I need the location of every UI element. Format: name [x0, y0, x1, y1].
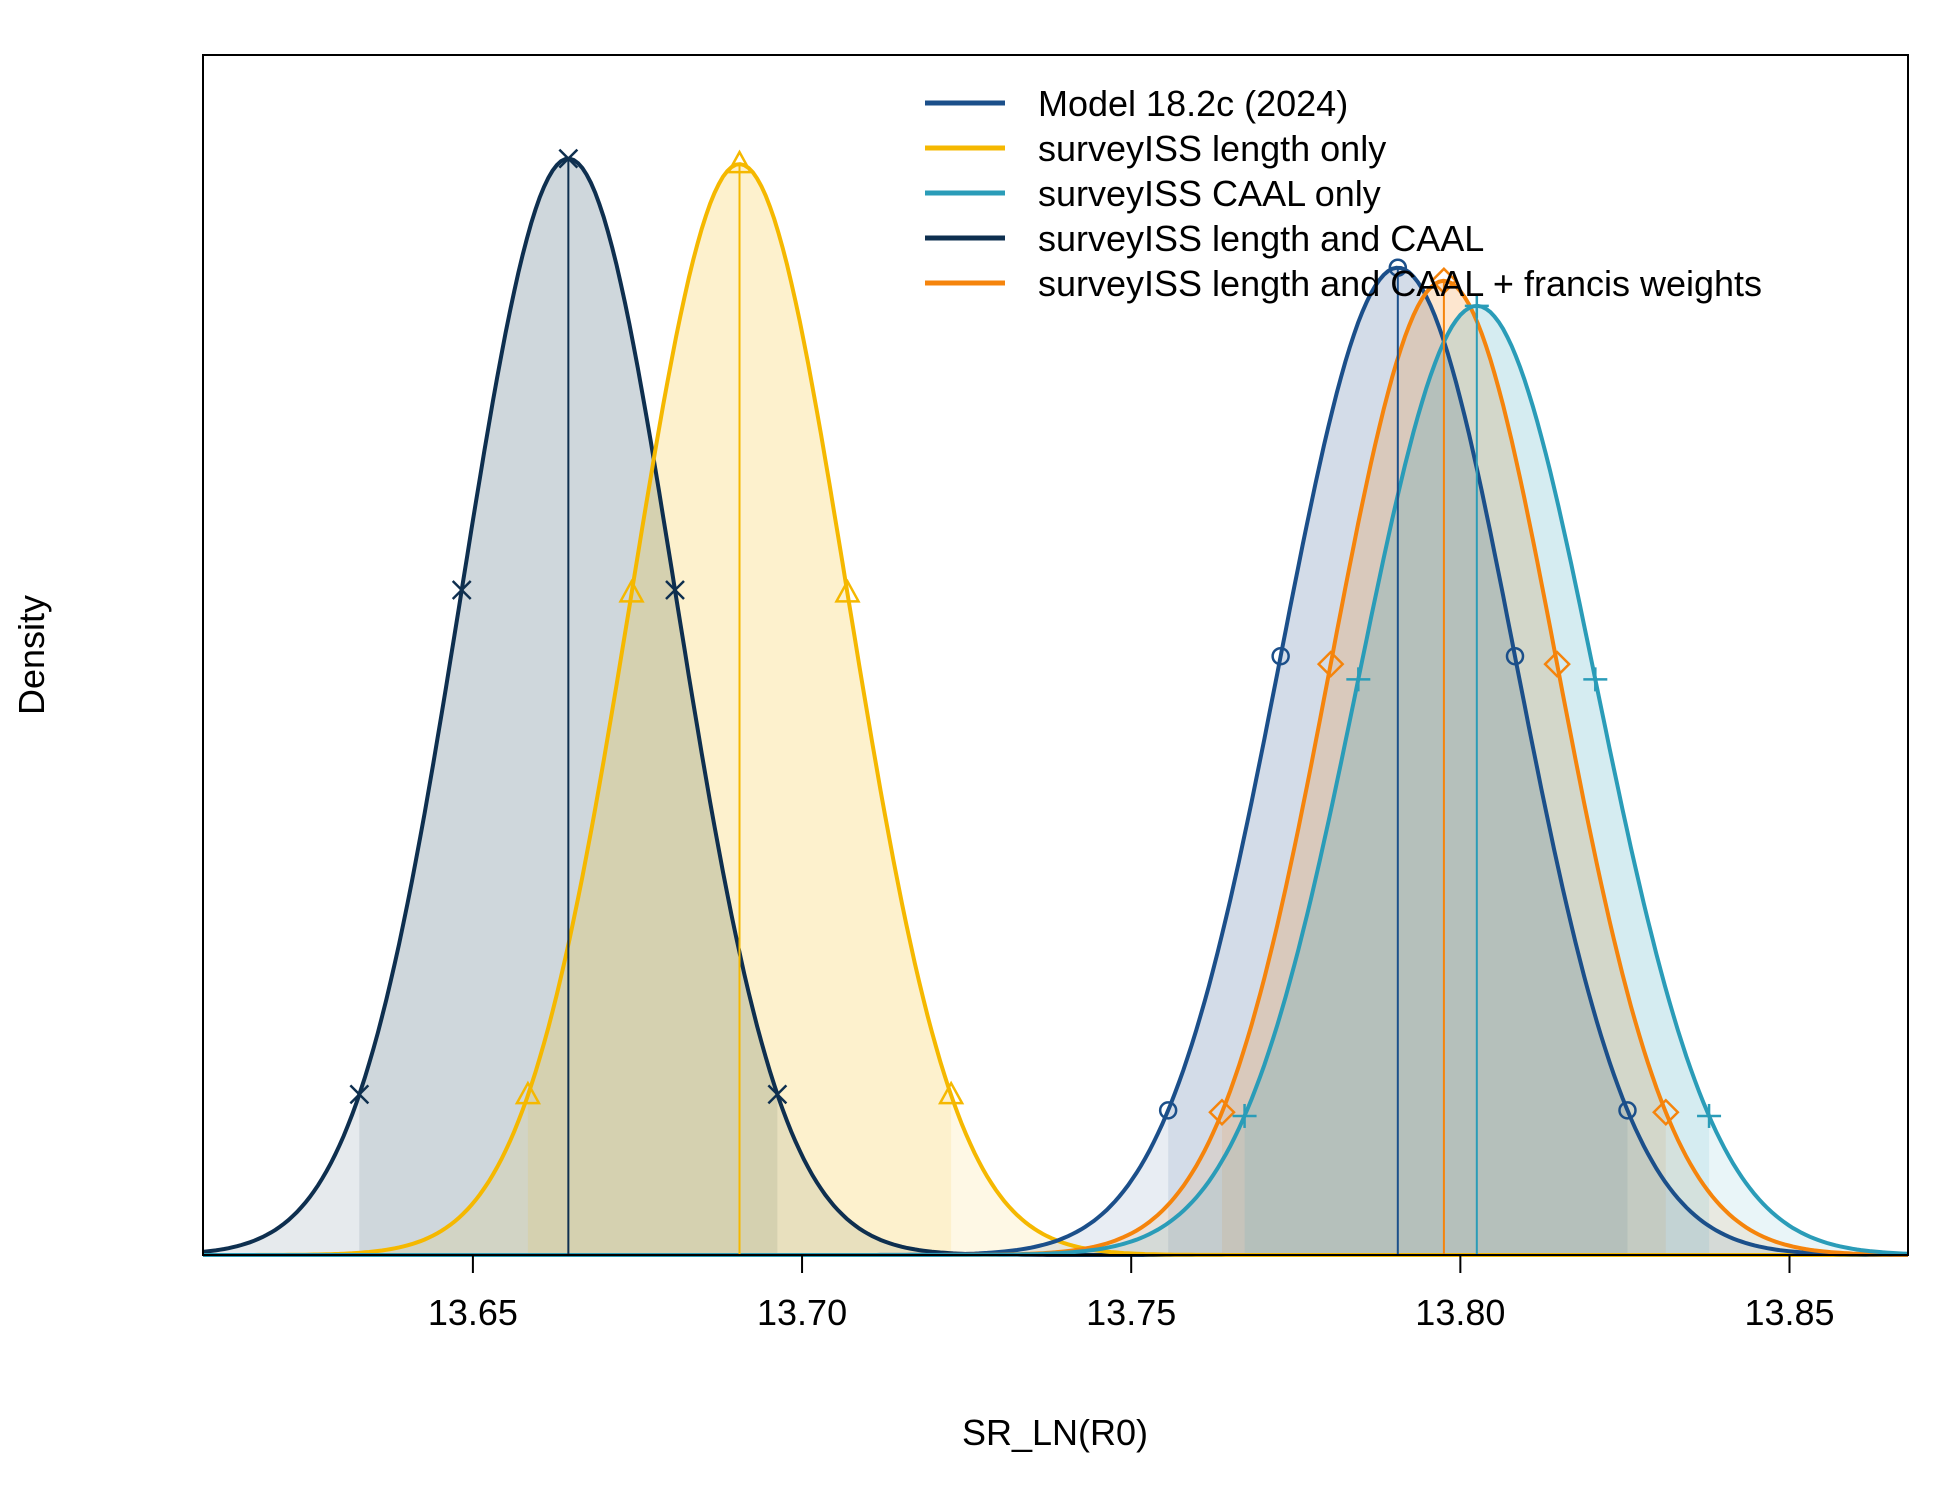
- marker-surveyiss-length-and-caal-francis-weights-4: [1652, 1098, 1680, 1127]
- area-surveyiss-length-only: [203, 164, 1908, 1256]
- marker-surveyiss-length-and-caal-francis-weights-2: [1316, 650, 1345, 678]
- marker-surveyiss-caal-only-0: [1464, 293, 1489, 318]
- marker-surveyiss-length-and-caal-4: [767, 1084, 788, 1105]
- marker-model-18-2c-2024-4: [1618, 1101, 1637, 1120]
- marker-model-18-2c-2024-0: [1388, 258, 1408, 277]
- x-axis-label: SR_LN(R0): [962, 1412, 1148, 1453]
- x-axis: 13.65 13.70 13.75 13.80 13.85: [428, 1255, 1835, 1333]
- legend-label-surveyiss-caal-only: surveyISS CAAL only: [1038, 173, 1381, 214]
- marker-surveyiss-caal-only-2: [1346, 667, 1371, 692]
- marker-model-18-2c-2024-2: [1271, 646, 1290, 666]
- legend-label-surveyiss-length-and-caal-francis-weights: surveyISS length and CAAL + francis weig…: [1038, 263, 1762, 304]
- x-tick-label: 13.75: [1086, 1292, 1176, 1333]
- marker-surveyiss-caal-only-1: [1232, 1103, 1257, 1128]
- marker-surveyiss-length-and-caal-francis-weights-3: [1543, 650, 1571, 678]
- area-surveyiss-length-and-caal-francis-weights: [203, 280, 1908, 1255]
- y-axis-label: Density: [11, 595, 52, 715]
- x-tick-label: 13.85: [1744, 1292, 1834, 1333]
- marker-surveyiss-length-and-caal-francis-weights-0: [1430, 267, 1458, 295]
- marker-surveyiss-caal-only-3: [1583, 667, 1608, 692]
- area-model-18-2c-2024: [203, 267, 1908, 1255]
- plot-frame: [202, 54, 1909, 1256]
- legend-label-surveyiss-length-only: surveyISS length only: [1038, 128, 1386, 169]
- legend-label-surveyiss-length-and-caal: surveyISS length and CAAL: [1038, 218, 1484, 259]
- marker-surveyiss-length-and-caal-2: [451, 580, 472, 600]
- marker-model-18-2c-2024-1: [1158, 1101, 1178, 1120]
- marker-surveyiss-length-only-0: [726, 149, 753, 174]
- marker-surveyiss-length-and-caal-0: [558, 148, 579, 169]
- marker-surveyiss-length-only-4: [938, 1080, 965, 1105]
- marker-surveyiss-length-and-caal-1: [349, 1084, 370, 1105]
- x-tick-label: 13.70: [757, 1292, 847, 1333]
- legend-label-model-18-2c-2024: Model 18.2c (2024): [1038, 83, 1348, 124]
- marker-surveyiss-caal-only-4: [1697, 1103, 1722, 1128]
- x-tick-label: 13.80: [1415, 1292, 1505, 1333]
- marker-surveyiss-length-only-2: [618, 578, 645, 603]
- median-lines: [567, 158, 1478, 1255]
- marker-surveyiss-length-only-3: [834, 578, 861, 603]
- marker-surveyiss-length-and-caal-francis-weights-1: [1208, 1098, 1236, 1127]
- area-surveyiss-caal-only: [203, 305, 1908, 1255]
- density-fills: [203, 158, 1908, 1256]
- area-surveyiss-length-and-caal: [203, 158, 1908, 1256]
- x-tick-label: 13.65: [428, 1292, 518, 1333]
- quantile-markers: [349, 148, 1722, 1128]
- marker-model-18-2c-2024-3: [1505, 646, 1525, 666]
- legend: Model 18.2c (2024)surveyISS length onlys…: [925, 83, 1762, 304]
- marker-surveyiss-length-and-caal-3: [665, 580, 685, 600]
- marker-surveyiss-length-only-1: [514, 1080, 542, 1105]
